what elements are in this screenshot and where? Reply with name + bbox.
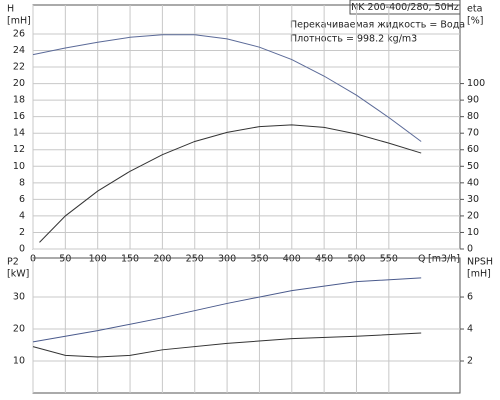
legend-title: NK 200-400/280, 50Hz bbox=[351, 2, 459, 13]
curve-npsh bbox=[32, 332, 422, 358]
y-tick-label: 12 bbox=[13, 144, 25, 155]
y2-tick-label: 80 bbox=[467, 111, 479, 122]
y2-axis-label: [%] bbox=[467, 16, 483, 27]
y2-tick-label: 4 bbox=[467, 324, 473, 335]
y-tick-label: 26 bbox=[13, 28, 25, 39]
y-tick-label: 16 bbox=[13, 111, 25, 122]
y2-tick-label: 2 bbox=[467, 356, 473, 367]
y2-axis-label: eta bbox=[467, 4, 482, 15]
curve-eta bbox=[39, 124, 422, 243]
y-tick-label: 10 bbox=[13, 161, 25, 172]
y-axis-label: H bbox=[7, 4, 14, 15]
y2-tick-label: 6 bbox=[467, 292, 473, 303]
annotation: Плотность = 998.2 kg/m3 bbox=[290, 34, 417, 45]
y2-tick-label: 0 bbox=[467, 244, 473, 255]
x-axis-label: Q bbox=[418, 254, 425, 265]
plot-frame bbox=[32, 257, 461, 394]
y-tick-label: 20 bbox=[13, 78, 25, 89]
y-tick-label: 0 bbox=[19, 244, 25, 255]
y-tick-label: 8 bbox=[19, 177, 25, 188]
y-tick-label: 4 bbox=[19, 210, 25, 221]
x-axis-label: [m3/h] bbox=[428, 254, 460, 265]
y2-tick-label: 50 bbox=[467, 161, 479, 172]
y-tick-label: 30 bbox=[13, 292, 25, 303]
curve-h bbox=[32, 34, 422, 142]
y2-tick-label: 60 bbox=[467, 144, 479, 155]
y-axis-label: [mH] bbox=[7, 16, 31, 27]
y-tick-label: 22 bbox=[13, 62, 25, 73]
y2-tick-label: 30 bbox=[467, 194, 479, 205]
y-tick-label: 2 bbox=[19, 227, 25, 238]
y2-tick-label: 100 bbox=[467, 78, 485, 89]
y-tick-label: 20 bbox=[13, 324, 25, 335]
y-axis-label: P2 bbox=[7, 257, 19, 268]
y2-axis-label: [mH] bbox=[467, 269, 491, 280]
y-tick-label: 10 bbox=[13, 356, 25, 367]
y2-tick-label: 10 bbox=[467, 227, 479, 238]
y2-tick-label: 70 bbox=[467, 128, 479, 139]
y-tick-label: 14 bbox=[13, 128, 25, 139]
curve-p2 bbox=[32, 277, 422, 343]
y-tick-label: 18 bbox=[13, 95, 25, 106]
y-tick-label: 6 bbox=[19, 194, 25, 205]
y2-axis-label: NPSH bbox=[467, 257, 493, 268]
y2-tick-label: 20 bbox=[467, 210, 479, 221]
y-axis-label: [kW] bbox=[7, 269, 29, 280]
y2-tick-label: 40 bbox=[467, 177, 479, 188]
y-tick-label: 24 bbox=[13, 45, 25, 56]
annotation: Перекачиваемая жидкость = Вода bbox=[290, 20, 465, 31]
y2-tick-label: 90 bbox=[467, 95, 479, 106]
